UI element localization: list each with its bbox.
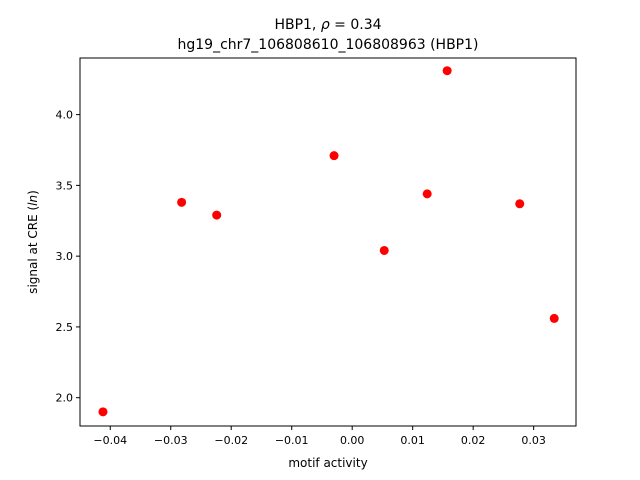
data-point (379, 245, 389, 255)
y-axis-label-suffix: ) (26, 190, 40, 195)
data-point (329, 151, 339, 161)
x-axis-ticks: −0.04 −0.03 −0.02 −0.01 0.00 0.01 0.02 0.03 (93, 426, 546, 447)
x-tick-label: 0.02 (461, 434, 486, 447)
chart-title-value: = 0.34 (330, 17, 382, 33)
chart-title-line1: HBP1, ρ = 0.34 (274, 17, 381, 33)
x-tick-label: −0.02 (214, 434, 248, 447)
x-axis-label: motif activity (288, 456, 367, 470)
x-tick-label: 0.03 (521, 434, 546, 447)
y-tick-label: 2.5 (56, 321, 74, 334)
y-tick-label: 4.0 (56, 109, 74, 122)
plot-area-frame (79, 57, 577, 427)
data-point (177, 197, 187, 207)
data-point (442, 66, 452, 76)
data-point (212, 210, 222, 220)
chart-title-rho: ρ (321, 17, 330, 33)
x-tick-label: −0.04 (93, 434, 127, 447)
data-point (515, 199, 525, 209)
data-point (549, 313, 559, 323)
y-tick-label: 3.0 (56, 250, 74, 263)
x-tick-label: 0.01 (400, 434, 425, 447)
data-point (98, 407, 108, 417)
chart-subtitle: hg19_chr7_106808610_106808963 (HBP1) (178, 37, 479, 53)
x-tick-label: −0.01 (275, 434, 309, 447)
chart-title-prefix: HBP1, (274, 17, 320, 33)
y-axis-label-prefix: signal at CRE ( (26, 206, 40, 294)
data-point (422, 189, 432, 199)
y-axis-ticks: 2.0 2.5 3.0 3.5 4.0 (56, 109, 80, 405)
y-axis-label-italic: ln (26, 195, 40, 206)
data-points (98, 66, 559, 417)
x-tick-label: −0.03 (154, 434, 188, 447)
x-tick-label: 0.00 (340, 434, 365, 447)
y-axis-label: signal at CRE (ln) (26, 190, 40, 294)
y-tick-label: 3.5 (56, 179, 74, 192)
y-tick-label: 2.0 (56, 392, 74, 405)
